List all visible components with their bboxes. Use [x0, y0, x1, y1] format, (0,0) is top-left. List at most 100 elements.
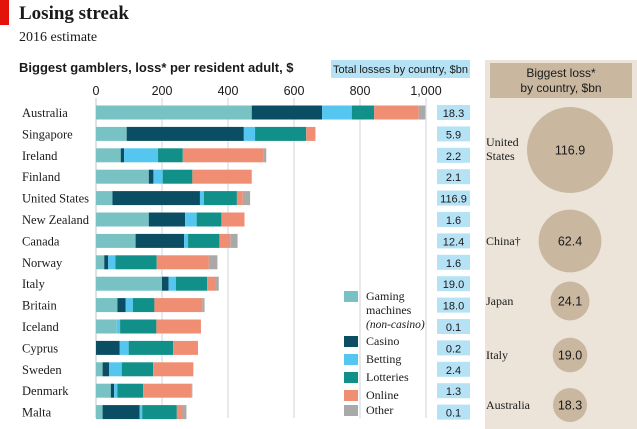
chart-title: Losing streak	[19, 3, 129, 24]
total-badge	[437, 254, 470, 270]
total-badge	[437, 383, 470, 399]
total-badge	[437, 147, 470, 163]
bar-segment-other	[215, 276, 219, 291]
category-label: New Zealand	[22, 213, 90, 227]
bar-row-cyprus: Cyprus 0.2	[22, 340, 470, 356]
bar-row-ireland: Ireland 2.2	[22, 147, 470, 163]
bar-segment-online	[192, 169, 252, 184]
bar-row-finland: Finland 2.1	[22, 169, 470, 185]
bar-segment-betting	[184, 233, 189, 248]
bar-segment-gaming-machines	[96, 362, 103, 377]
bar-segment-casino	[135, 233, 185, 248]
legend-swatch	[344, 354, 358, 365]
bar-segment-lotteries	[132, 298, 155, 313]
total-value-label: 2.2	[446, 151, 461, 163]
bar-segment-online	[306, 126, 316, 141]
bar-segment-casino	[120, 148, 125, 163]
total-badge	[437, 404, 470, 420]
total-value-label: 0.2	[446, 343, 461, 355]
total-value-label: 5.9	[446, 129, 461, 141]
bubble-value-label: 62.4	[558, 235, 582, 249]
total-losses-header: Total losses by country, $bn	[333, 64, 468, 76]
bar-segment-online	[176, 405, 183, 420]
bar-segment-lotteries	[203, 191, 237, 206]
bar-segment-lotteries	[121, 362, 154, 377]
bar-segment-online	[143, 383, 192, 398]
bar-segment-casino	[102, 405, 140, 420]
bubble-value-label: 116.9	[555, 144, 585, 158]
bar-chart-title: Biggest gamblers, loss* per resident adu…	[19, 60, 294, 75]
total-badge	[437, 361, 470, 377]
bubble-circle	[538, 209, 602, 273]
bar-segment-gaming-machines	[96, 191, 113, 206]
bar-segment-betting	[109, 362, 122, 377]
total-badge	[437, 297, 470, 313]
bar-segment-lotteries	[162, 169, 193, 184]
category-label: Denmark	[22, 384, 69, 398]
category-label: United States	[22, 192, 89, 206]
bar-row-iceland: Iceland 0.1	[22, 319, 470, 334]
bar-segment-lotteries	[115, 255, 157, 270]
bar-segment-lotteries	[255, 126, 307, 141]
total-badge	[437, 276, 470, 292]
x-tick-label: 0	[93, 84, 100, 98]
bubble-circle	[552, 337, 588, 373]
bar-segment-gaming-machines	[96, 276, 162, 291]
legend-label: Betting	[366, 352, 401, 366]
bar-segment-betting	[185, 212, 197, 227]
bar-segment-other	[208, 255, 218, 270]
total-value-label: 1.6	[446, 258, 461, 270]
bar-segment-gaming-machines	[96, 212, 149, 227]
bubble-value-label: 19.0	[558, 349, 582, 363]
bar-segment-casino	[96, 340, 120, 355]
bar-row-new-zealand: New Zealand 1.6	[22, 212, 470, 227]
bubble-title-line1: Biggest loss*	[526, 66, 596, 80]
legend-sublabel: (non-casino)	[366, 319, 425, 331]
bar-segment-betting	[114, 383, 118, 398]
category-label: Iceland	[22, 320, 60, 334]
bar-segment-lotteries	[196, 212, 222, 227]
bubble-4: 19.0 Italy	[486, 337, 588, 373]
bar-segment-gaming-machines	[96, 405, 103, 420]
bubble-value-label: 24.1	[558, 295, 582, 309]
bar-segment-casino	[112, 191, 200, 206]
bar-segment-online	[156, 255, 209, 270]
bar-segment-gaming-machines	[96, 255, 105, 270]
bar-segment-betting	[243, 126, 256, 141]
bar-segment-betting	[125, 298, 133, 313]
total-badge	[437, 126, 470, 142]
bubble-value-label: 18.3	[558, 399, 582, 413]
bubble-circle	[527, 107, 613, 193]
total-losses-header-badge	[331, 60, 470, 78]
category-label: Singapore	[22, 127, 73, 141]
bar-segment-betting	[199, 191, 204, 206]
total-badge	[437, 233, 470, 249]
bubble-country-label: Italy	[486, 348, 508, 362]
category-label: Sweden	[22, 363, 62, 377]
bar-segment-betting	[108, 255, 116, 270]
legend-label: Lotteries	[366, 370, 409, 384]
bar-segment-betting	[168, 276, 176, 291]
total-value-label: 2.1	[446, 172, 461, 184]
total-value-label: 116.9	[440, 194, 467, 206]
bubble-country-label-line1: United	[486, 135, 519, 149]
bar-segment-betting	[124, 148, 159, 163]
bar-segment-lotteries	[120, 319, 157, 334]
bar-row-canada: Canada 12.4	[22, 233, 470, 249]
category-label: Italy	[22, 277, 46, 291]
bar-segment-casino	[117, 298, 126, 313]
bar-segment-betting	[116, 319, 121, 334]
bar-row-norway: Norway 1.6	[22, 254, 470, 270]
bar-row-denmark: Denmark 1.3	[22, 383, 470, 399]
bar-segment-online	[221, 212, 245, 227]
legend-swatch	[344, 291, 358, 302]
bar-segment-other	[230, 233, 238, 248]
bar-segment-gaming-machines	[96, 126, 127, 141]
x-tick-label: 600	[284, 84, 305, 98]
legend-label: Other	[366, 403, 393, 417]
bar-segment-casino	[104, 255, 109, 270]
bar-segment-online	[154, 298, 203, 313]
bar-row-italy: Italy 19.0	[22, 276, 470, 292]
